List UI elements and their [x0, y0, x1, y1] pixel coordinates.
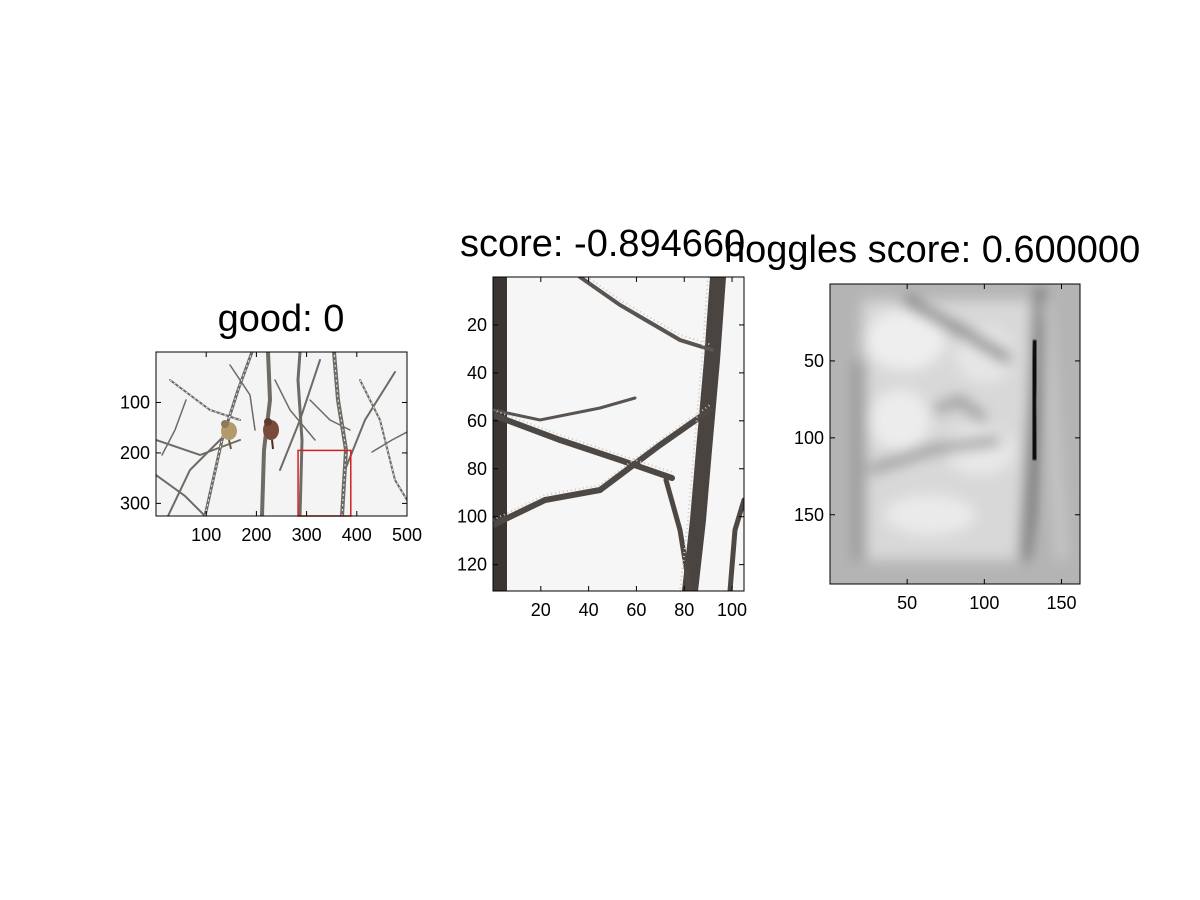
axis-ticks: 100 200 300 400 500 100 200 300 [120, 352, 422, 545]
panel-score: score: -0.894660 [457, 223, 747, 620]
axes-frame [829, 283, 1081, 585]
axes-frame [492, 276, 745, 592]
panel-title-good: good: 0 [218, 298, 345, 340]
x-tick-label: 40 [579, 600, 599, 620]
y-tick-label: 120 [457, 555, 487, 575]
y-tick-label: 100 [794, 428, 824, 448]
y-tick-label: 60 [467, 411, 487, 431]
panel-hoggles: hoggles score: 0.600000 50 100 150 50 100 150 [724, 229, 1140, 613]
y-tick-label: 100 [120, 392, 150, 412]
axes-frame [155, 351, 408, 517]
x-tick-label: 400 [342, 525, 372, 545]
y-tick-label: 300 [120, 493, 150, 513]
y-tick-label: 40 [467, 363, 487, 383]
y-tick-label: 150 [794, 505, 824, 525]
y-tick-label: 80 [467, 459, 487, 479]
y-tick-label: 100 [457, 507, 487, 527]
x-tick-label: 200 [241, 525, 271, 545]
x-tick-label: 60 [626, 600, 646, 620]
y-tick-label: 20 [467, 315, 487, 335]
x-tick-label: 300 [292, 525, 322, 545]
crop-image [493, 277, 744, 591]
hoggles-heatmap [830, 284, 1080, 584]
panel-title-score: score: -0.894660 [460, 223, 745, 265]
x-tick-label: 100 [969, 593, 999, 613]
x-tick-label: 150 [1046, 593, 1076, 613]
tree-photo-image [156, 352, 407, 516]
x-tick-label: 500 [392, 525, 422, 545]
panel-title-hoggles: hoggles score: 0.600000 [724, 229, 1140, 271]
y-tick-label: 200 [120, 443, 150, 463]
y-tick-label: 50 [804, 351, 824, 371]
bird-icon [221, 420, 237, 450]
x-tick-label: 100 [191, 525, 221, 545]
x-tick-label: 100 [717, 600, 747, 620]
panel-good: good: 0 [120, 298, 422, 545]
bird-icon [263, 418, 279, 450]
x-tick-label: 50 [897, 593, 917, 613]
x-tick-label: 80 [674, 600, 694, 620]
x-tick-label: 20 [531, 600, 551, 620]
axis-ticks: 50 100 150 50 100 150 [794, 284, 1080, 613]
axis-ticks: 20 40 60 80 100 20 40 60 80 100 120 [457, 277, 747, 620]
